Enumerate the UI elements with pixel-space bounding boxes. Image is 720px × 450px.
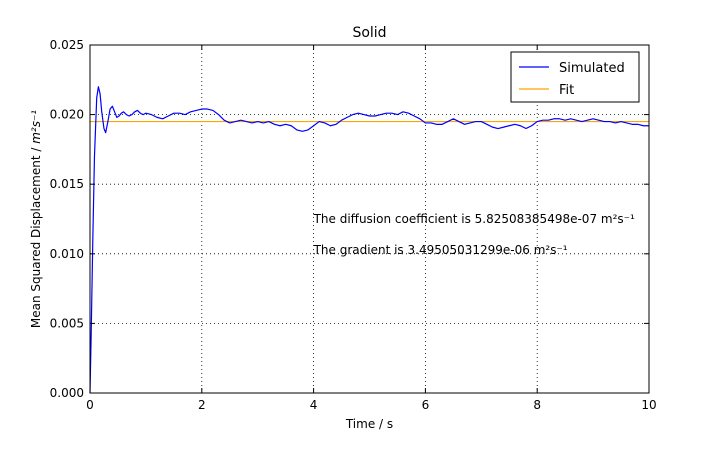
annotation-1: The gradient is 3.49505031299e-06 m²s⁻¹ (313, 243, 568, 257)
annotation-0-unit: m²s⁻¹ (601, 212, 635, 226)
annotation-1-text: The gradient is 3.49505031299e-06 (313, 243, 534, 257)
y-tick-label-1: 0.005 (50, 316, 84, 330)
y-tick-label-0: 0.000 (50, 386, 84, 400)
x-axis-label: Time / s (345, 417, 393, 431)
chart-title: Solid (352, 25, 386, 41)
x-tick-label-1: 2 (198, 398, 206, 412)
y-axis-label-unit: m²s⁻¹ (29, 110, 43, 144)
x-tick-label-3: 6 (422, 398, 430, 412)
x-tick-label-5: 10 (641, 398, 656, 412)
legend-box (510, 51, 640, 103)
x-tick-label-4: 8 (533, 398, 541, 412)
legend-label-simulated: Simulated (559, 61, 625, 76)
annotations: The diffusion coefficient is 5.825083854… (313, 212, 635, 257)
y-axis-label: Mean Squared Displacement / m²s⁻¹ (29, 110, 43, 328)
y-axis-label-prefix: Mean Squared Displacement / (29, 144, 43, 328)
y-tick-label-5: 0.025 (50, 38, 84, 52)
legend-label-fit: Fit (559, 83, 574, 98)
series-layer (89, 86, 649, 394)
annotation-0-text: The diffusion coefficient is 5.825083854… (313, 212, 601, 226)
y-tick-label-3: 0.015 (50, 177, 84, 191)
y-tick-label-4: 0.020 (50, 108, 84, 122)
x-tick-label-0: 0 (86, 398, 94, 412)
plot-frame (89, 44, 650, 394)
legend: Simulated Fit (510, 51, 640, 103)
annotation-1-unit: m²s⁻¹ (534, 243, 568, 257)
annotation-0: The diffusion coefficient is 5.825083854… (313, 212, 635, 226)
series-line-simulated (89, 86, 649, 394)
y-tick-label-2: 0.010 (50, 247, 84, 261)
x-tick-label-2: 4 (310, 398, 318, 412)
ticks: 0 2 4 6 8 10 0.000 0.005 0.010 0.015 0.020 0.025 (50, 38, 657, 412)
